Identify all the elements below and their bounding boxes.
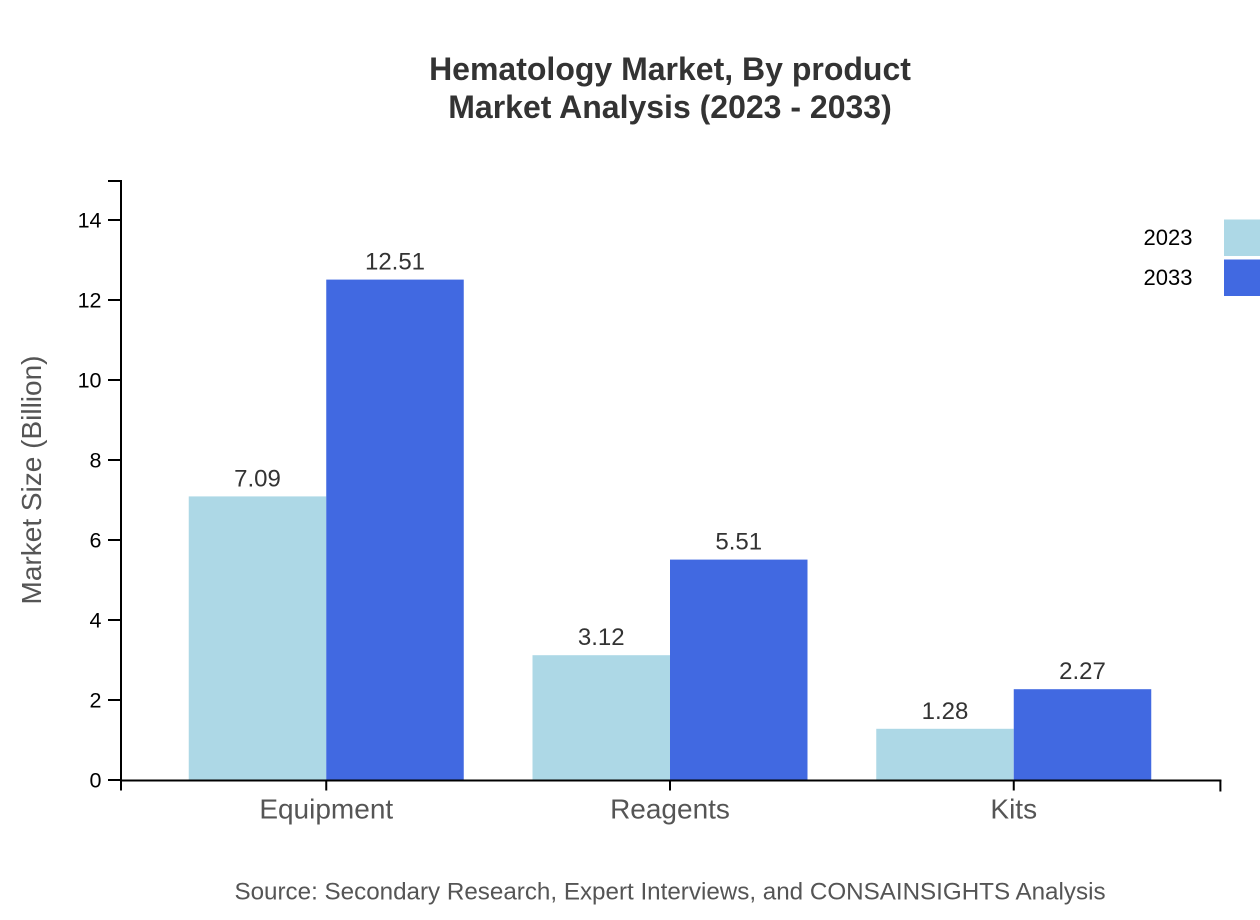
svg-text:2033: 2033	[1144, 265, 1193, 290]
svg-text:3.12: 3.12	[578, 624, 625, 651]
svg-text:0: 0	[90, 769, 102, 793]
svg-text:10: 10	[78, 369, 102, 393]
svg-text:2.27: 2.27	[1059, 658, 1106, 685]
svg-text:Market Size (Billion): Market Size (Billion)	[16, 356, 47, 605]
svg-text:12: 12	[78, 289, 102, 313]
svg-text:Market Analysis (2023 - 2033): Market Analysis (2023 - 2033)	[448, 89, 892, 125]
svg-text:7.09: 7.09	[234, 465, 281, 492]
svg-text:14: 14	[78, 209, 102, 233]
svg-text:5.51: 5.51	[715, 529, 762, 556]
svg-text:1.28: 1.28	[922, 698, 969, 725]
svg-text:6: 6	[90, 529, 102, 553]
svg-text:Reagents: Reagents	[610, 794, 730, 825]
svg-text:Source: Secondary Research, Ex: Source: Secondary Research, Expert Inter…	[234, 878, 1105, 905]
svg-text:Equipment: Equipment	[259, 794, 393, 825]
svg-text:2: 2	[90, 689, 102, 713]
svg-text:Kits: Kits	[990, 794, 1037, 825]
svg-text:2023: 2023	[1144, 225, 1193, 250]
svg-text:Hematology Market, By product: Hematology Market, By product	[429, 51, 911, 87]
svg-text:8: 8	[90, 449, 102, 473]
svg-text:12.51: 12.51	[365, 249, 425, 276]
svg-text:4: 4	[90, 609, 102, 633]
